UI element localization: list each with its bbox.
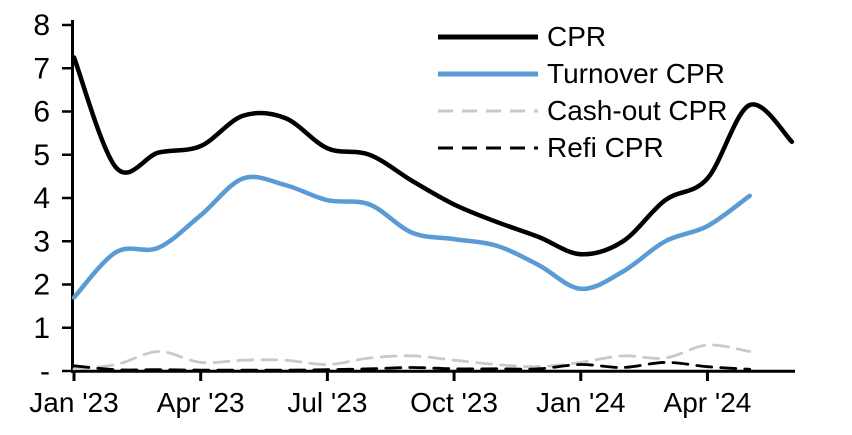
y-tick-label: 3 bbox=[33, 225, 50, 258]
legend-line-sample-refi-cpr bbox=[438, 143, 538, 153]
x-tick-label: Apr '23 bbox=[157, 387, 245, 418]
y-tick-label: 4 bbox=[33, 182, 50, 215]
legend-line-sample-cpr bbox=[438, 32, 538, 42]
legend-label-turnover-cpr: Turnover CPR bbox=[547, 57, 725, 89]
y-tick-label: 7 bbox=[33, 52, 50, 85]
x-tick-label: Jul '23 bbox=[287, 387, 367, 418]
legend-item-cpr: CPR bbox=[438, 18, 728, 55]
legend-item-cash-out-cpr: Cash-out CPR bbox=[438, 92, 728, 129]
legend-item-refi-cpr: Refi CPR bbox=[438, 129, 728, 166]
series-line-cash-out-cpr bbox=[72, 343, 752, 371]
x-tick-label: Oct '23 bbox=[410, 387, 498, 418]
y-tick-label: - bbox=[40, 355, 50, 388]
y-tick-label: 5 bbox=[33, 139, 50, 172]
y-tick-label: 2 bbox=[33, 269, 50, 302]
series-line-turnover-cpr bbox=[71, 174, 752, 300]
legend-label-cash-out-cpr: Cash-out CPR bbox=[547, 94, 728, 126]
legend-item-turnover-cpr: Turnover CPR bbox=[438, 55, 728, 92]
x-tick-label: Apr '24 bbox=[664, 387, 752, 418]
y-tick-label: 6 bbox=[33, 96, 50, 129]
series-line-refi-cpr bbox=[72, 360, 752, 372]
chart-legend: CPR Turnover CPR Cash-out CPR Refi CPR bbox=[438, 18, 728, 166]
legend-line-sample-turnover-cpr bbox=[438, 69, 538, 79]
x-tick-label: Jan '24 bbox=[536, 387, 625, 418]
x-tick-label: Jan '23 bbox=[29, 387, 118, 418]
series-line-cpr bbox=[71, 55, 795, 257]
legend-line-sample-cash-out-cpr bbox=[438, 106, 538, 116]
legend-label-refi-cpr: Refi CPR bbox=[547, 131, 664, 163]
y-tick-label: 8 bbox=[33, 9, 50, 42]
y-tick-label: 1 bbox=[33, 312, 50, 345]
legend-label-cpr: CPR bbox=[547, 20, 607, 52]
